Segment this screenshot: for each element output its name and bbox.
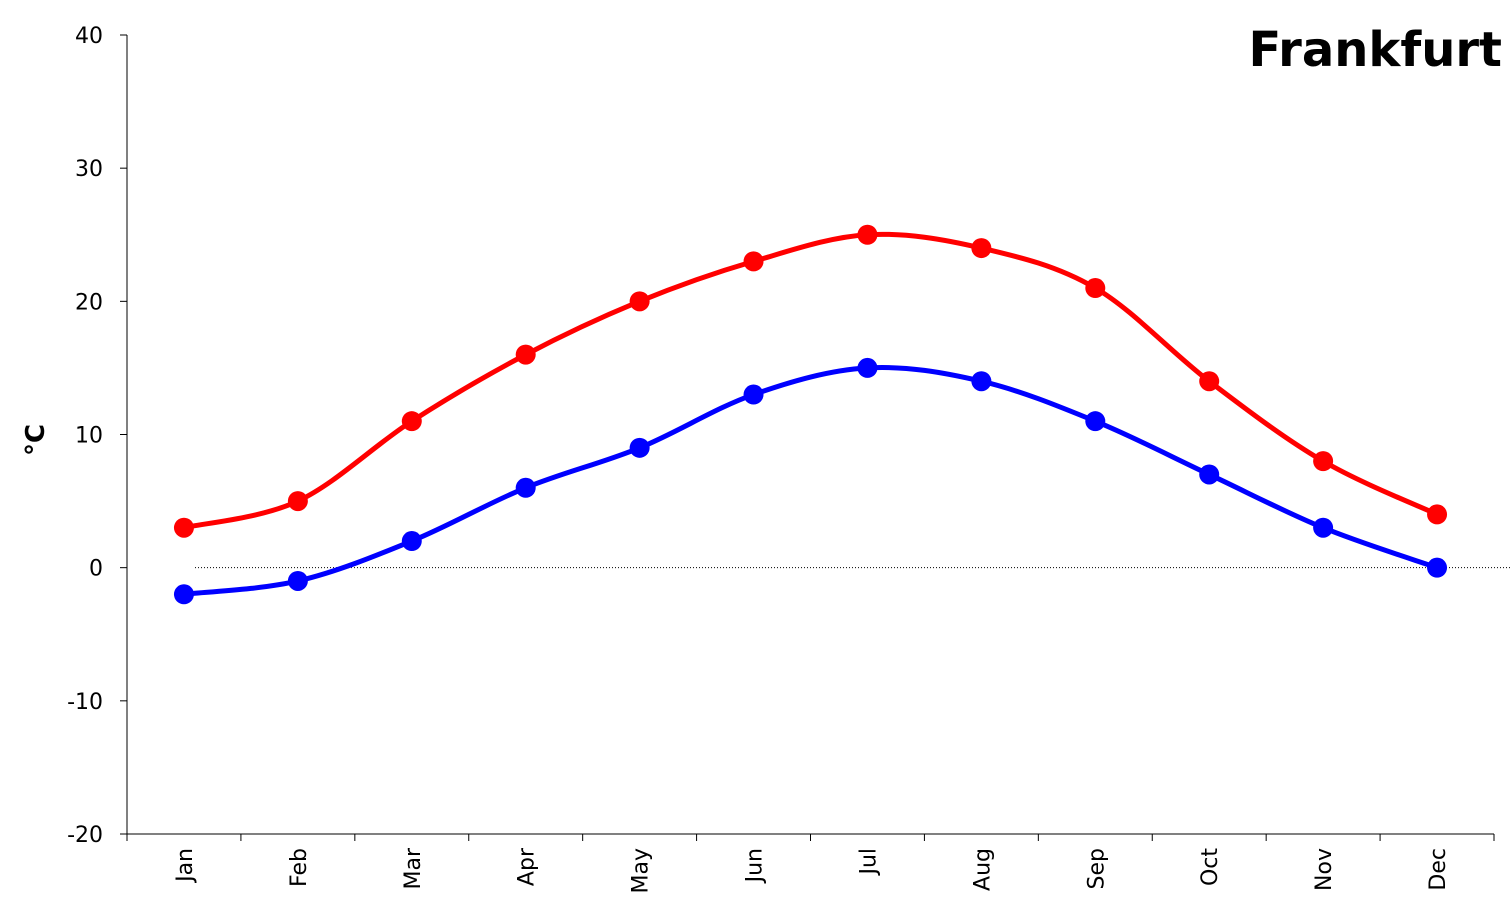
y-tick-label: 0 — [89, 557, 103, 582]
data-point — [629, 437, 650, 458]
series-line — [183, 365, 1438, 597]
data-point — [1199, 464, 1220, 485]
x-tick-label: Jun — [743, 848, 768, 884]
x-tick-label: Oct — [1198, 848, 1223, 886]
data-point — [1313, 517, 1334, 538]
data-point — [971, 238, 992, 259]
data-point — [1199, 371, 1220, 392]
data-point — [1085, 278, 1106, 299]
data-point — [629, 291, 650, 312]
data-point — [743, 251, 764, 272]
x-tick-label: Nov — [1312, 848, 1337, 891]
y-tick-label: 40 — [75, 24, 103, 49]
data-point — [287, 570, 308, 591]
x-tick-label: Dec — [1426, 848, 1451, 891]
data-point — [173, 584, 194, 605]
chart-title: Frankfurt — [1248, 22, 1502, 78]
data-point — [1085, 411, 1106, 432]
y-tick-label: -20 — [67, 823, 103, 848]
data-point — [1427, 504, 1448, 525]
x-tick-label: Feb — [287, 848, 312, 887]
y-tick-label: 20 — [75, 290, 103, 315]
y-tick-label: -10 — [67, 690, 103, 715]
x-tick-label: Aug — [970, 848, 995, 891]
data-point — [515, 344, 536, 365]
data-point — [1313, 451, 1334, 472]
x-tick-label: Jul — [856, 848, 881, 877]
data-point — [857, 357, 878, 378]
x-tick-label: Apr — [515, 847, 540, 886]
y-tick-label: 10 — [75, 424, 103, 449]
data-point — [857, 224, 878, 245]
data-point — [401, 411, 422, 432]
data-point — [1427, 557, 1448, 578]
x-tick-label: Jan — [173, 848, 198, 884]
data-point — [173, 517, 194, 538]
y-axis-label: °C — [21, 424, 51, 456]
data-point — [515, 477, 536, 498]
x-tick-label: Sep — [1084, 848, 1109, 889]
data-point — [401, 531, 422, 552]
y-tick-label: 30 — [75, 157, 103, 182]
data-point — [743, 384, 764, 405]
x-tick-label: Mar — [401, 847, 426, 889]
series-line — [183, 231, 1439, 531]
data-point — [287, 491, 308, 512]
x-tick-label: May — [629, 848, 654, 893]
data-point — [971, 371, 992, 392]
